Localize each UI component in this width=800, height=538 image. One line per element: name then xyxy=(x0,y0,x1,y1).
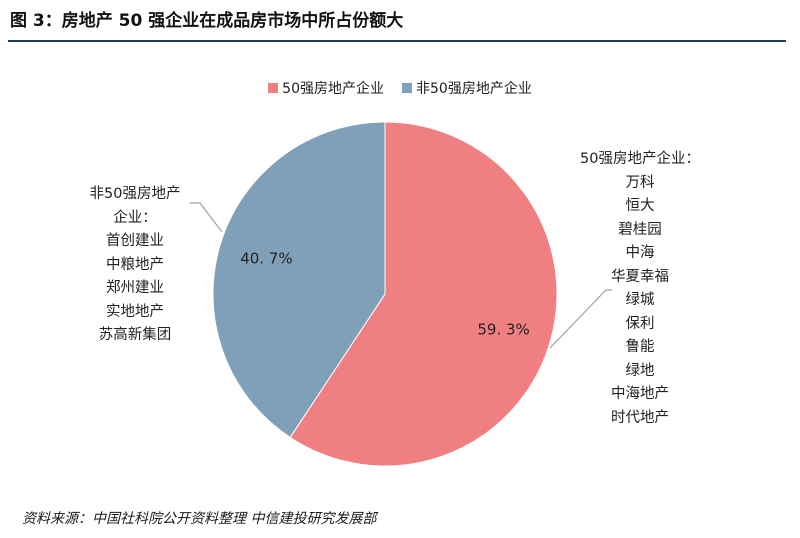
annotation-line: 绿城 xyxy=(625,292,655,308)
figure-title: 图 3：房地产 50 强企业在成品房市场中所占份额大 xyxy=(10,11,404,31)
annotation-line: 时代地产 xyxy=(611,409,669,426)
title-rule xyxy=(8,40,786,42)
annotation-line: 中粮地产 xyxy=(106,256,164,273)
annotation-line: 碧桂园 xyxy=(618,221,662,238)
data-label-top50: 59. 3% xyxy=(477,321,529,339)
annotation-line: 企业： xyxy=(113,209,157,226)
annotation-line: 鲁能 xyxy=(625,339,655,355)
annotation-line: 中海 xyxy=(625,245,655,261)
leader-line-top50 xyxy=(549,289,612,349)
annotation-line: 万科 xyxy=(625,174,655,191)
annotation-line: 中海地产 xyxy=(611,386,669,402)
annotation-line: 苏高新集团 xyxy=(98,327,172,343)
data-label-non-top50: 40. 7% xyxy=(240,249,292,267)
legend-swatch-top50 xyxy=(268,83,279,93)
legend-label-non-top50: 非50强房地产企业 xyxy=(416,81,532,97)
annotation-top50: 50强房地产企业： 万科 恒大 碧桂园 中海 华夏幸福 绿城 保利 鲁能 绿地 … xyxy=(580,148,700,430)
annotation-line: 绿地 xyxy=(625,362,655,379)
annotation-line: 华夏幸福 xyxy=(611,268,669,285)
pie-slice-non-top50 xyxy=(212,121,386,439)
leader-line-non-top50 xyxy=(190,202,223,233)
annotation-line: 非50强房地产 xyxy=(89,186,181,202)
pie-slice-top50 xyxy=(289,121,558,467)
annotation-line: 实地地产 xyxy=(106,303,164,320)
legend-item-top50: 50强房地产企业 xyxy=(268,78,384,98)
legend-item-non-top50: 非50强房地产企业 xyxy=(402,78,532,98)
data-labels: 59. 3% 40. 7% xyxy=(240,249,530,338)
annotation-line: 郑州建业 xyxy=(106,280,164,296)
legend-label-top50: 50强房地产企业 xyxy=(282,81,384,97)
annotation-line: 恒大 xyxy=(625,198,655,214)
legend-swatch-non-top50 xyxy=(402,83,412,93)
annotation-line: 50强房地产企业： xyxy=(580,151,700,167)
leader-lines xyxy=(190,202,612,349)
annotation-line: 保利 xyxy=(625,315,655,332)
chart-legend: 50强房地产企业 非50强房地产企业 xyxy=(0,78,800,98)
pie-slices xyxy=(212,121,558,467)
source-note: 资料来源：中国社科院公开资料整理 中信建投研究发展部 xyxy=(22,511,377,527)
annotation-non-top50: 非50强房地产 企业： 首创建业 中粮地产 郑州建业 实地地产 苏高新集团 xyxy=(60,183,210,348)
annotation-line: 首创建业 xyxy=(106,233,164,249)
